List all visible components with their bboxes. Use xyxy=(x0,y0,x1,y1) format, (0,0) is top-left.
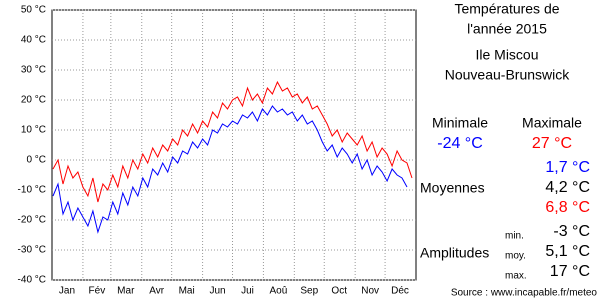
y-tick-label: -20 °C xyxy=(18,215,46,226)
y-tick-label: 20 °C xyxy=(21,95,46,106)
amp-name: max. xyxy=(505,271,527,282)
y-tick-label: 50 °C xyxy=(21,5,46,16)
x-tick-label: Sep xyxy=(300,286,318,297)
mean-value: 1,7 °C xyxy=(545,159,590,176)
y-tick-label: 10 °C xyxy=(21,125,46,136)
title-line: Températures de xyxy=(454,1,559,17)
location-line: Ile Miscou xyxy=(475,47,538,63)
source: Source : www.incapable.fr/meteo xyxy=(451,288,598,299)
min-value: -24 °C xyxy=(437,135,483,152)
x-tick-label: Mar xyxy=(117,286,135,297)
x-tick-label: Nov xyxy=(361,286,379,297)
amp-name: moy. xyxy=(505,251,526,262)
y-tick-label: -30 °C xyxy=(18,245,46,256)
y-tick-label: 0 °C xyxy=(26,155,46,166)
x-tick-label: Aoû xyxy=(269,286,287,297)
max-label: Maximale xyxy=(522,115,582,131)
amp-name: min. xyxy=(505,231,524,242)
y-tick-label: -40 °C xyxy=(18,275,46,286)
min-label: Minimale xyxy=(432,115,488,131)
x-tick-label: Jan xyxy=(59,286,75,297)
amplitudes-label: Amplitudes xyxy=(420,245,489,261)
x-tick-label: Avr xyxy=(149,286,164,297)
means-label: Moyennes xyxy=(420,180,485,196)
amp-value: 5,1 °C xyxy=(545,243,590,260)
y-tick-label: 30 °C xyxy=(21,65,46,76)
x-tick-label: Jun xyxy=(209,286,225,297)
y-tick-label: -10 °C xyxy=(18,185,46,196)
temperature-line xyxy=(52,105,408,234)
mean-value: 6,8 °C xyxy=(545,199,590,216)
x-tick-label: Jui xyxy=(241,286,254,297)
amp-value: -3 °C xyxy=(553,223,590,240)
plot-area xyxy=(51,9,417,281)
max-value: 27 °C xyxy=(532,135,572,152)
title-line: l'année 2015 xyxy=(467,21,547,37)
x-tick-label: Mai xyxy=(179,286,195,297)
mean-value: 4,2 °C xyxy=(545,179,590,196)
x-tick-label: Oct xyxy=(331,286,347,297)
temperature-line xyxy=(52,80,413,203)
location-line: Nouveau-Brunswick xyxy=(445,67,570,83)
amp-value: 17 °C xyxy=(550,263,590,280)
x-tick-label: Fév xyxy=(89,286,106,297)
x-tick-label: Déc xyxy=(391,286,409,297)
y-tick-label: 40 °C xyxy=(21,35,46,46)
